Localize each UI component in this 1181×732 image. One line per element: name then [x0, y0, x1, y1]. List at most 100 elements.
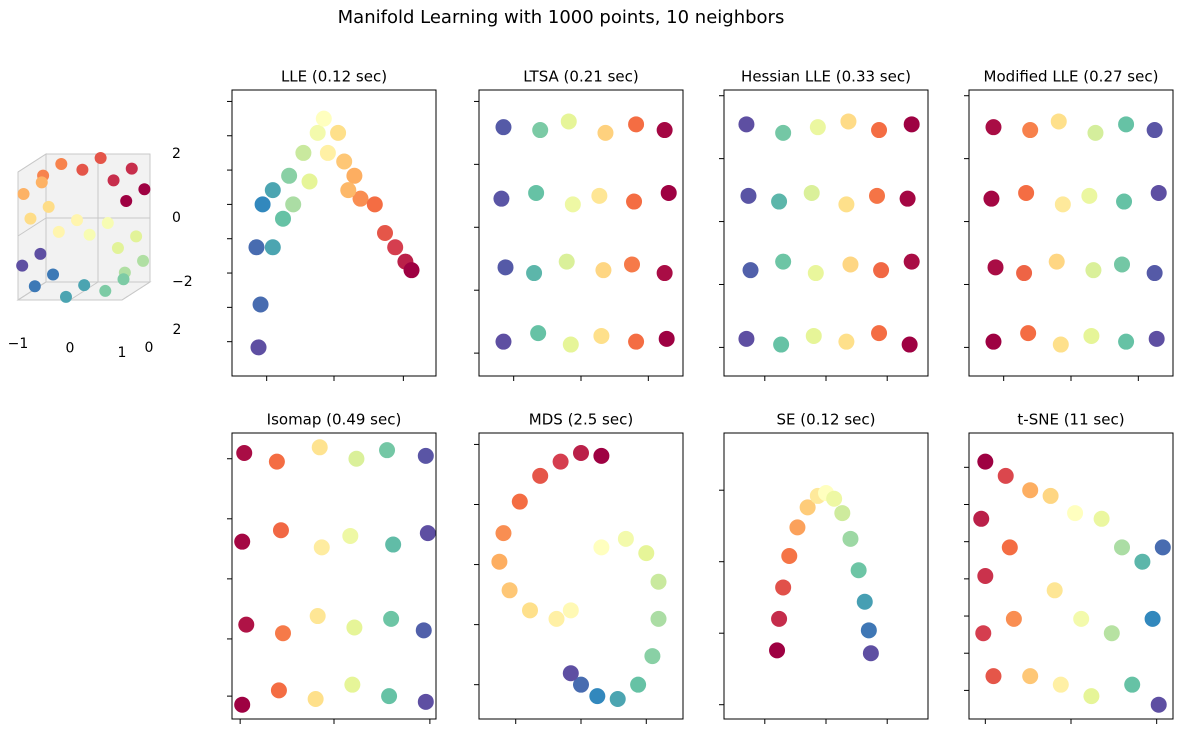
z-tick-label: 2: [172, 146, 181, 162]
point: [419, 525, 436, 542]
point: [869, 187, 885, 204]
point: [495, 119, 512, 136]
point: [650, 573, 667, 590]
panel-title: Modified LLE (0.27 sec): [984, 68, 1159, 86]
point: [742, 262, 759, 279]
point: [775, 579, 792, 596]
point: [809, 119, 826, 136]
point: [138, 183, 151, 196]
z-tick-label: −2: [172, 274, 193, 290]
point: [1118, 116, 1135, 133]
point: [775, 124, 792, 141]
point: [493, 190, 510, 207]
point: [236, 445, 253, 462]
point: [871, 122, 888, 139]
point: [656, 265, 673, 282]
point: [107, 174, 120, 187]
point: [330, 124, 347, 141]
point: [1022, 122, 1039, 139]
point: [1114, 256, 1130, 273]
point: [803, 184, 820, 201]
point: [313, 539, 330, 556]
point: [1018, 184, 1035, 201]
point: [71, 214, 84, 227]
point: [1083, 688, 1100, 705]
point: [501, 582, 518, 599]
point: [740, 187, 757, 204]
point: [552, 453, 569, 470]
point: [626, 193, 643, 210]
point: [491, 553, 508, 570]
point: [834, 505, 851, 522]
point: [248, 239, 265, 256]
point: [548, 610, 565, 627]
point: [591, 187, 608, 204]
point: [1144, 610, 1161, 627]
point: [125, 162, 138, 175]
point: [562, 336, 579, 353]
point: [315, 110, 332, 127]
point: [52, 225, 65, 238]
point: [738, 116, 755, 133]
point: [660, 184, 677, 201]
point: [377, 225, 393, 241]
point: [987, 259, 1004, 276]
point: [977, 453, 994, 470]
z-grid-line: [17, 153, 47, 173]
point: [826, 490, 843, 507]
point: [1103, 625, 1120, 642]
point: [597, 124, 614, 141]
point: [1093, 510, 1110, 527]
point: [840, 113, 857, 130]
point: [850, 562, 867, 579]
point: [1050, 113, 1067, 130]
point: [252, 296, 269, 313]
point: [497, 259, 514, 276]
point: [1124, 676, 1141, 693]
point: [309, 124, 326, 141]
point: [871, 325, 888, 342]
point: [558, 253, 575, 270]
point: [656, 122, 673, 139]
point: [1005, 610, 1022, 627]
point: [275, 210, 291, 227]
point: [264, 239, 281, 256]
point: [495, 525, 512, 542]
point: [348, 450, 365, 467]
point: [775, 253, 792, 270]
point: [901, 336, 918, 353]
point: [387, 239, 404, 256]
point: [1114, 539, 1130, 556]
point: [560, 113, 577, 130]
y-tick-label: 0: [145, 340, 154, 356]
point: [1042, 487, 1059, 504]
point: [903, 253, 920, 270]
panel-title: LLE (0.12 sec): [281, 68, 387, 86]
point: [47, 268, 60, 281]
point: [301, 173, 318, 190]
point: [983, 190, 1000, 207]
x-tick-label: 1: [118, 345, 127, 361]
x-grid-line: [121, 281, 151, 301]
point: [55, 157, 68, 170]
z-grid-line: [17, 217, 47, 237]
point: [352, 190, 369, 207]
point: [977, 568, 994, 584]
point: [973, 510, 990, 527]
point: [997, 467, 1014, 484]
point: [1146, 265, 1163, 282]
point: [838, 196, 855, 213]
point: [773, 336, 790, 353]
point: [17, 188, 30, 201]
point: [264, 182, 281, 199]
point: [532, 467, 549, 484]
point: [34, 247, 47, 260]
point: [78, 279, 91, 292]
point: [771, 193, 788, 210]
point: [99, 284, 112, 297]
point: [873, 262, 890, 279]
point: [1046, 582, 1063, 599]
point: [16, 259, 29, 272]
